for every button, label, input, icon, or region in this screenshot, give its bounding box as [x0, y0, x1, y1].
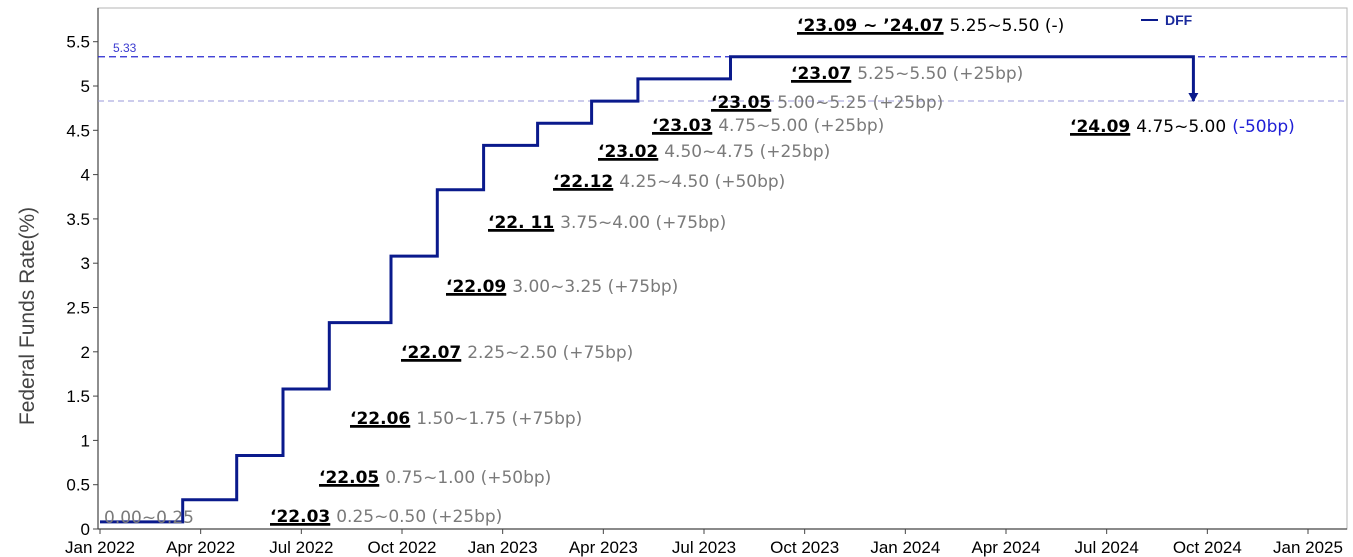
- annotation: ‘23.07 5.25~5.50 (+25bp): [791, 64, 1023, 84]
- plot-frame: [97, 7, 1348, 530]
- annotation: ‘23.03 4.75~5.00 (+25bp): [652, 116, 884, 136]
- annotation: ‘22.12 4.25~4.50 (+50bp): [553, 172, 785, 192]
- annotation-range: 0.75~1.00 (+50bp): [385, 468, 551, 488]
- legend: DFF: [1141, 12, 1193, 28]
- annotation-range: 5.25~5.50 (+25bp): [857, 64, 1023, 84]
- x-tick-label: Jul 2024: [1075, 538, 1139, 557]
- annotation: ‘24.09 4.75~5.00 (-50bp): [1070, 117, 1295, 137]
- y-axis-ticks: 0 0.5 1 1.5 2 2.5 3 3.5 4 4.5 5 5.5: [66, 33, 98, 539]
- y-tick-label: 4.5: [66, 121, 90, 140]
- x-tick-label: Jul 2023: [672, 538, 736, 557]
- annotation: ‘22. 11 3.75~4.00 (+75bp): [488, 213, 726, 233]
- x-tick-label: Jan 2024: [870, 538, 940, 557]
- annotation-range: 4.75~5.00 (+25bp): [718, 116, 884, 136]
- annotation-range: 4.50~4.75 (+25bp): [664, 142, 830, 162]
- annotation: ‘22.05 0.75~1.00 (+50bp): [319, 468, 551, 488]
- annotation-range: 4.75~5.00: [1136, 117, 1226, 137]
- annotation-date: ‘22.09: [446, 277, 506, 297]
- x-tick-label: Apr 2024: [972, 538, 1041, 557]
- x-tick-label: Oct 2024: [1173, 538, 1242, 557]
- annotation-date: ‘23.02: [598, 142, 658, 162]
- annotation: ‘23.02 4.50~4.75 (+25bp): [598, 142, 830, 162]
- annotation-change: (-50bp): [1232, 117, 1295, 137]
- annotation-range: 0.25~0.50 (+25bp): [336, 507, 502, 527]
- x-tick-label: Oct 2023: [770, 538, 839, 557]
- series-line-dff: [100, 55, 1195, 524]
- y-axis-title: Federal Funds Rate(%): [16, 207, 39, 425]
- annotation-date: ‘22. 11: [488, 213, 554, 233]
- annotation-range: 1.50~1.75 (+75bp): [416, 409, 582, 429]
- x-axis-ticks: Jan 2022 Apr 2022 Jul 2022 Oct 2022 Jan 2023…: [65, 529, 1343, 557]
- annotation-date: ‘22.06: [350, 409, 410, 429]
- x-tick-label: Jan 2023: [468, 538, 538, 557]
- x-tick-label: Jan 2022: [65, 538, 135, 557]
- annotation-date: ‘22.12: [553, 172, 613, 192]
- annotation-date: ‘23.05: [711, 93, 771, 113]
- reference-line-label: 5.33: [113, 41, 137, 55]
- y-tick-label: 3.5: [66, 210, 90, 229]
- annotation-range: 3.75~4.00 (+75bp): [560, 213, 726, 233]
- y-tick-label: 2.5: [66, 299, 90, 318]
- annotations: 0.00~0.25 ‘22.03 0.25~0.50 (+25bp) ‘22.05 0.…: [104, 16, 1295, 528]
- x-tick-label: Apr 2023: [569, 538, 638, 557]
- x-tick-label: Jul 2022: [269, 538, 333, 557]
- y-tick-label: 1.5: [66, 387, 90, 406]
- annotation-date: ‘23.07: [791, 64, 851, 84]
- x-tick-label: Apr 2022: [166, 538, 235, 557]
- plot-border: [97, 7, 1348, 530]
- y-tick-label: 1: [81, 431, 90, 450]
- annotation: 0.00~0.25: [104, 508, 194, 528]
- annotation-range: 3.00~3.25 (+75bp): [512, 277, 678, 297]
- y-tick-label: 3: [81, 254, 90, 273]
- x-tick-label: Oct 2022: [368, 538, 437, 557]
- annotation: ‘22.07 2.25~2.50 (+75bp): [401, 343, 633, 363]
- annotation-date: ‘24.09: [1070, 117, 1130, 137]
- annotation: ‘22.03 0.25~0.50 (+25bp): [270, 507, 502, 527]
- legend-label-dff: DFF: [1165, 12, 1193, 28]
- annotation: ‘23.09 ~ ’24.07 5.25~5.50 (-): [797, 16, 1064, 36]
- x-tick-label: Jan 2025: [1273, 538, 1343, 557]
- y-tick-label: 2: [81, 343, 90, 362]
- annotation-date: ‘22.07: [401, 343, 461, 363]
- annotation-date: ‘22.05: [319, 468, 379, 488]
- y-tick-label: 0.5: [66, 476, 90, 495]
- annotation: ‘22.09 3.00~3.25 (+75bp): [446, 277, 678, 297]
- series-group: [100, 55, 1199, 524]
- annotation-range: 5.25~5.50 (-): [950, 16, 1065, 36]
- y-tick-label: 0: [81, 520, 90, 539]
- annotation-date: ‘23.03: [652, 116, 712, 136]
- annotation: ‘23.05 5.00~5.25 (+25bp): [711, 93, 943, 113]
- series-arrowhead: [1188, 93, 1199, 103]
- annotation: ‘22.06 1.50~1.75 (+75bp): [350, 409, 582, 429]
- annotation-range: 4.25~4.50 (+50bp): [619, 172, 785, 192]
- y-tick-label: 5.5: [66, 33, 90, 52]
- annotation-range: 0.00~0.25: [104, 508, 194, 528]
- annotation-range: 2.25~2.50 (+75bp): [467, 343, 633, 363]
- annotation-range: 5.00~5.25 (+25bp): [777, 93, 943, 113]
- y-tick-label: 5: [81, 77, 90, 96]
- y-tick-label: 4: [81, 166, 90, 185]
- annotation-date: ‘23.09 ~ ’24.07: [797, 16, 944, 36]
- annotation-date: ‘22.03: [270, 507, 330, 527]
